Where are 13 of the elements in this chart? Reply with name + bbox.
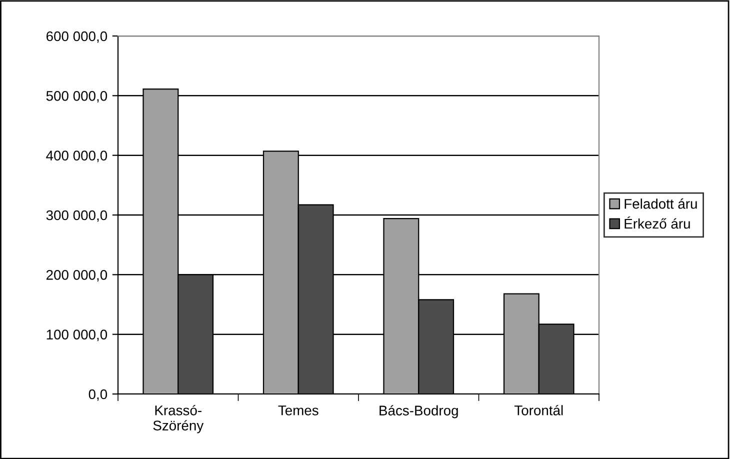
y-tick-label: 200 000,0 [46,270,108,282]
y-tick-label: 0,0 [88,389,108,401]
y-tick-label: 500 000,0 [46,91,108,102]
legend-label: Érkező áru [624,216,690,229]
x-tick-label: Krassó- Szörény [153,404,204,434]
x-tick-label: Torontál [514,404,563,416]
y-tick-label: 400 000,0 [46,150,108,162]
legend-label: Feladott áru [624,198,697,209]
y-tick-label: 300 000,0 [46,210,108,222]
y-tick-label: 100 000,0 [46,330,108,342]
x-tick-label: Bács-Bodrog [380,405,458,418]
y-tick-label: 600 000,0 [46,31,108,43]
x-tick-label: Temes [278,406,318,416]
